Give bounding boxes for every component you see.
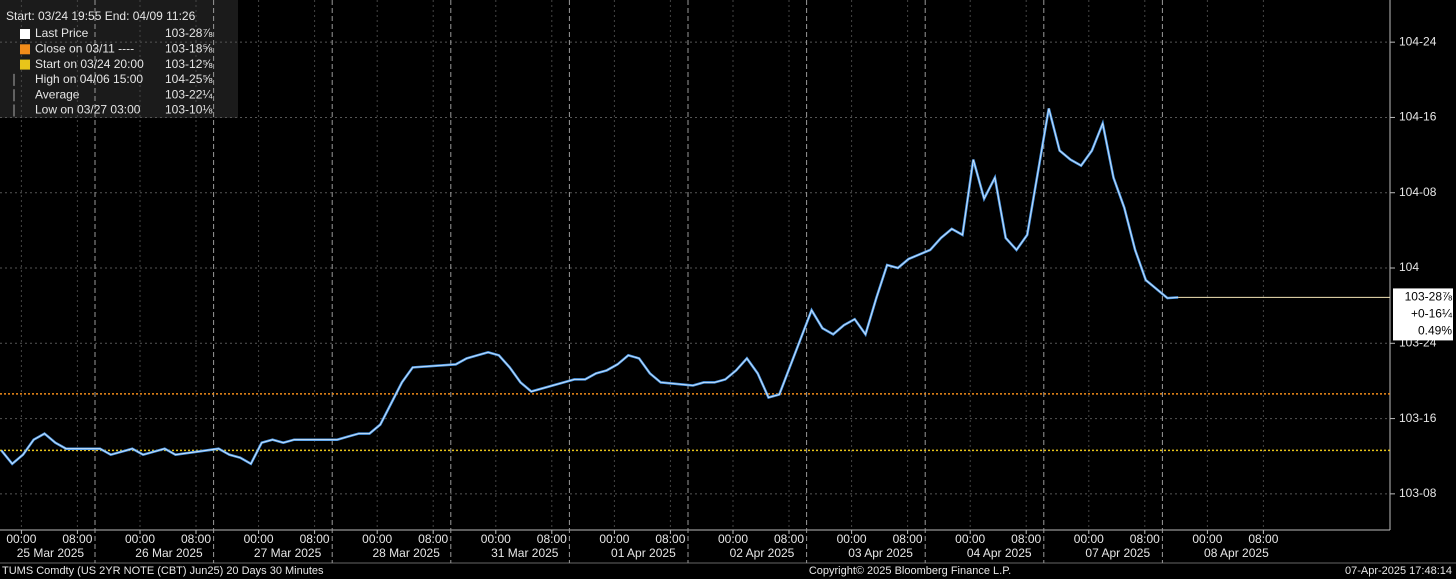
x-tick-label: 08:00 bbox=[1011, 532, 1041, 546]
legend-value: 103-18⅝ bbox=[165, 41, 213, 55]
legend-swatch bbox=[20, 29, 30, 39]
legend-value: 103-12⅝ bbox=[165, 57, 213, 71]
footer-center: Copyright© 2025 Bloomberg Finance L.P. bbox=[809, 565, 1011, 577]
legend-label: Close on 03/11 ---- bbox=[35, 41, 134, 55]
x-date-label: 04 Apr 2025 bbox=[967, 546, 1032, 560]
x-date-label: 03 Apr 2025 bbox=[848, 546, 913, 560]
legend-label: Last Price bbox=[35, 26, 89, 40]
legend-label: Average bbox=[35, 87, 80, 101]
last-change-label: +0-16¼ bbox=[1411, 307, 1453, 321]
last-pct-label: 0.49% bbox=[1418, 324, 1452, 338]
x-tick-label: 08:00 bbox=[300, 532, 330, 546]
x-date-label: 02 Apr 2025 bbox=[730, 546, 795, 560]
chart-title: Start: 03/24 19:55 End: 04/09 11:26 bbox=[6, 9, 196, 23]
x-date-label: 01 Apr 2025 bbox=[611, 546, 676, 560]
legend-value: 104-25⅝ bbox=[165, 72, 213, 86]
last-price-box bbox=[1393, 288, 1453, 341]
x-tick-label: 00:00 bbox=[1192, 532, 1222, 546]
footer-left: TUMS Comdty (US 2YR NOTE (CBT) Jun25) 20… bbox=[2, 565, 324, 577]
legend-label: High on 04/06 15:00 bbox=[35, 72, 143, 86]
footer-right: 07-Apr-2025 17:48:14 bbox=[1345, 565, 1452, 577]
x-tick-label: 08:00 bbox=[893, 532, 923, 546]
y-tick-label: 104 bbox=[1399, 260, 1419, 274]
x-tick-label: 00:00 bbox=[6, 532, 36, 546]
x-date-label: 31 Mar 2025 bbox=[491, 546, 559, 560]
x-tick-label: 08:00 bbox=[181, 532, 211, 546]
y-tick-label: 104-24 bbox=[1399, 34, 1437, 48]
x-tick-label: 00:00 bbox=[244, 532, 274, 546]
x-tick-label: 08:00 bbox=[774, 532, 804, 546]
y-tick-label: 104-08 bbox=[1399, 185, 1437, 199]
y-tick-label: 103-08 bbox=[1399, 486, 1437, 500]
x-tick-label: 08:00 bbox=[418, 532, 448, 546]
price-line-highlight bbox=[1, 108, 1179, 465]
x-tick-label: 08:00 bbox=[537, 532, 567, 546]
x-date-label: 27 Mar 2025 bbox=[254, 546, 322, 560]
x-tick-label: 00:00 bbox=[125, 532, 155, 546]
x-tick-label: 00:00 bbox=[1074, 532, 1104, 546]
legend-value: 103-22¼ bbox=[165, 87, 213, 101]
legend-swatch bbox=[20, 59, 30, 70]
x-tick-label: 08:00 bbox=[62, 532, 92, 546]
x-tick-label: 00:00 bbox=[955, 532, 985, 546]
x-date-label: 08 Apr 2025 bbox=[1204, 546, 1269, 560]
legend-swatch bbox=[20, 44, 30, 55]
last-price-label: 103-28⅞ bbox=[1405, 290, 1453, 304]
legend-label: Low on 03/27 03:00 bbox=[35, 103, 141, 117]
x-tick-label: 00:00 bbox=[481, 532, 511, 546]
legend-value: 103-28⅞ bbox=[165, 26, 213, 40]
x-date-label: 07 Apr 2025 bbox=[1085, 546, 1150, 560]
x-tick-label: 08:00 bbox=[655, 532, 685, 546]
x-tick-label: 00:00 bbox=[718, 532, 748, 546]
x-tick-label: 00:00 bbox=[837, 532, 867, 546]
x-tick-label: 08:00 bbox=[1248, 532, 1278, 546]
legend-label: Start on 03/24 20:00 bbox=[35, 57, 144, 71]
y-tick-label: 104-16 bbox=[1399, 110, 1437, 124]
x-date-label: 26 Mar 2025 bbox=[135, 546, 203, 560]
legend-box bbox=[0, 0, 238, 118]
x-tick-label: 08:00 bbox=[1130, 532, 1160, 546]
x-date-label: 28 Mar 2025 bbox=[373, 546, 441, 560]
x-tick-label: 00:00 bbox=[599, 532, 629, 546]
y-tick-label: 103-16 bbox=[1399, 411, 1437, 425]
legend-value: 103-10⅛ bbox=[165, 103, 213, 117]
x-tick-label: 00:00 bbox=[362, 532, 392, 546]
x-date-label: 25 Mar 2025 bbox=[17, 546, 85, 560]
